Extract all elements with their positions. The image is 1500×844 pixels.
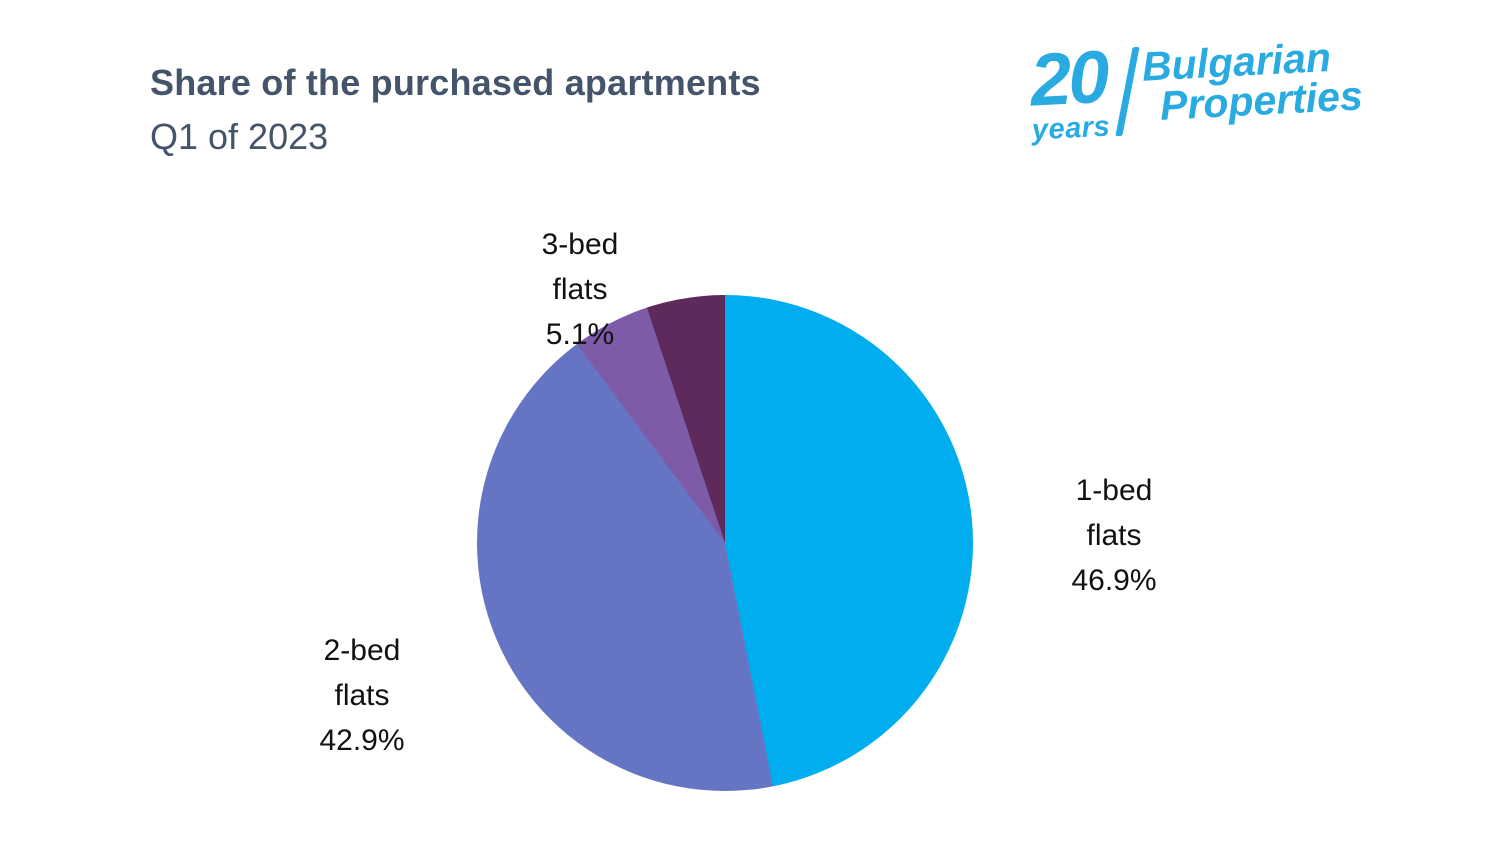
pie-label-1-bed-flats: 1-bed flats 46.9% (1029, 468, 1199, 603)
logo-number: 20 (1028, 34, 1109, 122)
label-line: flats (552, 273, 608, 306)
label-line: 42.9% (319, 724, 405, 757)
logo-brand-line2: Properties (1158, 72, 1364, 130)
label-line: 1-bed (1075, 474, 1153, 507)
brand-logo: 20 years Bulgarian Properties (1028, 33, 1365, 147)
label-line: 5.1% (545, 318, 615, 351)
pie-chart (477, 295, 973, 791)
logo-20-years: 20 years (1028, 34, 1111, 148)
page-subtitle: Q1 of 2023 (150, 116, 329, 157)
logo-brand-name: Bulgarian Properties (1141, 33, 1364, 130)
label-line: flats (1086, 519, 1142, 552)
label-line: 3-bed (541, 228, 619, 261)
label-line: 2-bed (323, 634, 401, 667)
label-line: 46.9% (1071, 564, 1157, 597)
pie-label-3-bed-flats: 3-bed flats 5.1% (495, 222, 665, 357)
logo-years-label: years (1031, 110, 1111, 147)
page-title: Share of the purchased apartments (150, 62, 761, 103)
header: Share of the purchased apartments Q1 of … (150, 62, 761, 158)
label-line: flats (334, 679, 390, 712)
logo-divider-icon (1115, 46, 1140, 137)
pie-label-2-bed-flats: 2-bed flats 42.9% (277, 628, 447, 763)
